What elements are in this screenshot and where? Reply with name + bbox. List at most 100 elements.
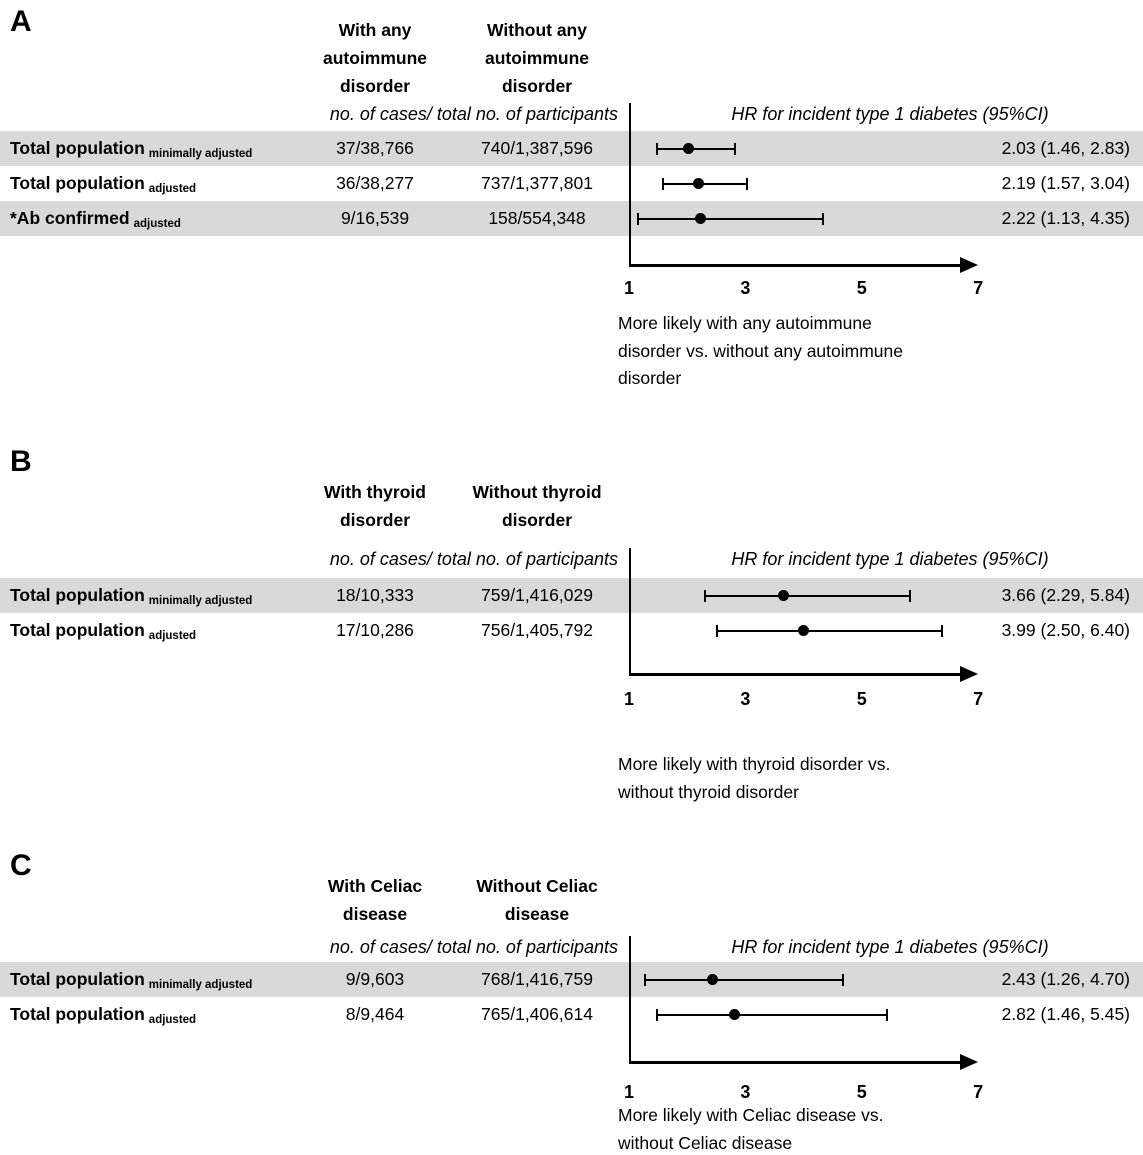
confidence-interval-line <box>704 594 911 597</box>
table-row: Total population minimally adjusted 37/3… <box>0 131 1143 166</box>
point-estimate-dot <box>706 974 718 985</box>
hr-axis-header: HR for incident type 1 diabetes (95%CI) <box>731 937 1049 957</box>
axis-tick-label: 7 <box>973 278 984 298</box>
hr-value-text: 3.99 (2.50, 6.40) <box>1001 620 1130 640</box>
row-label-subscript: adjusted <box>148 1013 197 1026</box>
row-label-subscript: adjusted <box>148 629 197 642</box>
counts-column-header: no. of cases/ total no. of participants <box>329 937 618 957</box>
ci-lower-cap <box>662 177 665 190</box>
axis-arrowhead-icon <box>960 1054 978 1071</box>
confidence-interval-line <box>662 182 748 185</box>
column-header-without-condition: Without Celiac disease <box>476 876 598 924</box>
ci-upper-cap <box>941 624 944 637</box>
row-label-main: Total population <box>10 585 145 605</box>
axis-tick-label: 7 <box>973 1082 984 1102</box>
axis-tick-label: 7 <box>973 689 984 709</box>
point-estimate-dot <box>694 213 706 224</box>
row-label: Total population minimally adjusted <box>10 578 252 613</box>
hr-value-text: 2.19 (1.57, 3.04) <box>1001 173 1130 193</box>
ci-upper-cap <box>821 212 824 225</box>
row-label: Total population adjusted <box>10 997 196 1032</box>
row-label-subscript: adjusted <box>133 217 181 230</box>
row-label-subscript: adjusted <box>148 182 197 195</box>
cases-with-condition: 9/9,603 <box>345 969 405 989</box>
hr-value-text: 2.22 (1.13, 4.35) <box>1001 208 1130 228</box>
table-row: Total population adjusted 8/9,464 765/1,… <box>0 997 1143 1032</box>
row-label-main: Total population <box>10 138 145 158</box>
ci-upper-cap <box>885 1008 888 1021</box>
axis-tick-label: 3 <box>740 1082 751 1102</box>
point-estimate-dot <box>778 590 790 601</box>
axis-caption: More likely with any autoimmune disorder… <box>618 313 903 388</box>
row-label-main: *Ab confirmed <box>10 208 130 228</box>
axis-arrowhead-icon <box>960 257 978 274</box>
table-row: Total population minimally adjusted 18/1… <box>0 578 1143 613</box>
cases-without-condition: 737/1,377,801 <box>481 173 593 193</box>
confidence-interval-line <box>636 217 824 220</box>
point-estimate-dot <box>683 143 695 154</box>
axis-horizontal-line <box>629 264 962 267</box>
counts-column-header: no. of cases/ total no. of participants <box>329 104 618 124</box>
axis-caption: More likely with Celiac disease vs. with… <box>618 1105 884 1153</box>
hr-value-text: 3.66 (2.29, 5.84) <box>1001 585 1130 605</box>
axis-tick-label: 1 <box>623 689 634 709</box>
row-label: Total population adjusted <box>10 613 196 648</box>
confidence-interval-line <box>655 147 736 150</box>
row-label-main: Total population <box>10 620 145 640</box>
row-label: Total population minimally adjusted <box>10 962 252 997</box>
axis-horizontal-line <box>629 1061 962 1064</box>
row-label: *Ab confirmed adjusted <box>10 201 181 236</box>
ci-upper-cap <box>733 142 736 155</box>
panel-label: C <box>10 849 32 882</box>
cases-without-condition: 740/1,387,596 <box>481 138 593 158</box>
point-estimate-dot <box>692 178 704 189</box>
panel-label: B <box>10 445 32 478</box>
ci-lower-cap <box>704 589 707 602</box>
axis-vertical-line <box>629 103 631 266</box>
row-label: Total population adjusted <box>10 166 196 201</box>
cases-with-condition: 17/10,286 <box>336 620 414 640</box>
table-row: Total population adjusted 36/38,277 737/… <box>0 166 1143 201</box>
ci-upper-cap <box>745 177 748 190</box>
ci-lower-cap <box>716 624 719 637</box>
point-estimate-dot <box>797 625 809 636</box>
row-label-subscript: minimally adjusted <box>148 147 253 160</box>
panel-label: A <box>10 5 32 38</box>
counts-column-header: no. of cases/ total no. of participants <box>329 549 618 569</box>
confidence-interval-line <box>716 629 944 632</box>
row-label-subscript: minimally adjusted <box>148 594 253 607</box>
point-estimate-dot <box>729 1009 741 1020</box>
hr-axis-header: HR for incident type 1 diabetes (95%CI) <box>731 549 1049 569</box>
row-label-main: Total population <box>10 1004 145 1024</box>
cases-with-condition: 18/10,333 <box>336 585 414 605</box>
hr-value-text: 2.82 (1.46, 5.45) <box>1001 1004 1130 1024</box>
cases-with-condition: 36/38,277 <box>336 173 414 193</box>
cases-without-condition: 768/1,416,759 <box>481 969 593 989</box>
ci-upper-cap <box>908 589 911 602</box>
axis-tick-label: 3 <box>740 689 751 709</box>
hr-axis-header: HR for incident type 1 diabetes (95%CI) <box>731 104 1049 124</box>
axis-caption: More likely with thyroid disorder vs. wi… <box>618 754 891 802</box>
axis-horizontal-line <box>629 673 962 676</box>
ci-lower-cap <box>655 1008 658 1021</box>
cases-with-condition: 8/9,464 <box>345 1004 405 1024</box>
column-header-without-condition: Without thyroid disorder <box>472 482 602 530</box>
ci-lower-cap <box>644 973 647 986</box>
row-label-subscript: minimally adjusted <box>148 978 253 991</box>
row-label: Total population minimally adjusted <box>10 131 252 166</box>
ci-upper-cap <box>842 973 845 986</box>
row-label-main: Total population <box>10 173 145 193</box>
cases-without-condition: 158/554,348 <box>488 208 586 228</box>
cases-without-condition: 759/1,416,029 <box>481 585 593 605</box>
axis-arrowhead-icon <box>960 666 978 683</box>
axis-tick-label: 5 <box>856 278 867 298</box>
cases-with-condition: 9/16,539 <box>340 208 410 228</box>
axis-tick-label: 5 <box>856 1082 867 1102</box>
table-row: Total population minimally adjusted 9/9,… <box>0 962 1143 997</box>
axis-tick-label: 1 <box>623 278 634 298</box>
column-header-without-condition: Without any autoimmune disorder <box>484 20 590 96</box>
confidence-interval-line <box>655 1013 888 1016</box>
ci-lower-cap <box>655 142 658 155</box>
column-header-with-condition: With any autoimmune disorder <box>322 20 428 96</box>
